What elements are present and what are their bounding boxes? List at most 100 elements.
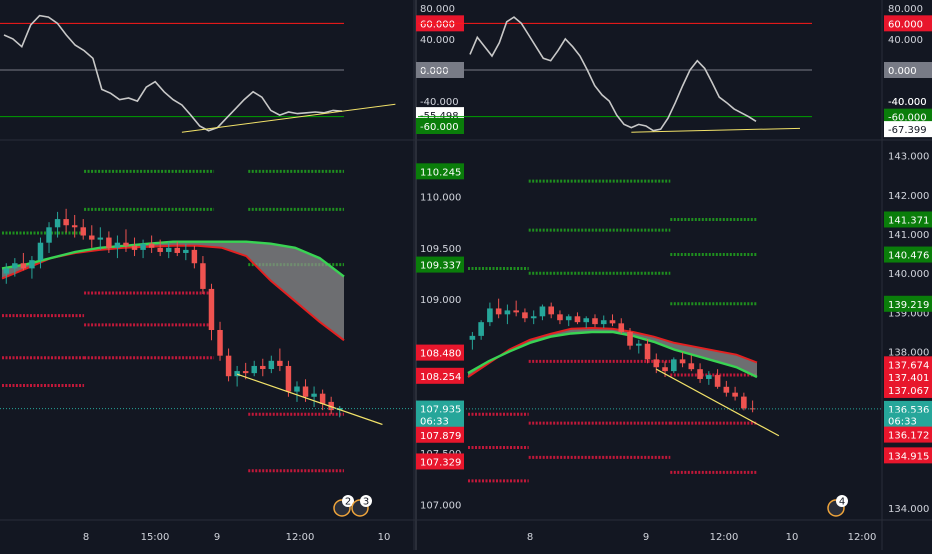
left-candle-body: [97, 237, 104, 240]
left-candle-body: [191, 249, 198, 264]
right-osc-badge-label: 60.000: [888, 19, 923, 30]
right-time-tick-label: 9: [643, 532, 649, 543]
right-candle-body: [495, 308, 502, 315]
left-candle-body: [157, 247, 163, 252]
left-osc-line: [3, 14, 343, 132]
left-osc-tick-label: 80.000: [420, 4, 455, 15]
right-candle-body: [530, 316, 537, 319]
right-event-count-bg: [836, 495, 848, 507]
left-candle-body: [242, 371, 249, 374]
right-candle-body: [487, 308, 493, 323]
left-time-tick-label: 15:00: [141, 532, 170, 543]
left-osc-badge-label: 60.000: [420, 19, 455, 30]
left-candle-body: [63, 219, 69, 226]
left-osc-trendline: [181, 103, 396, 133]
left-candle-body: [268, 360, 275, 370]
right-candle-body: [732, 392, 738, 397]
right-osc-line: [469, 16, 757, 132]
right-osc-tick-label: 80.000: [888, 4, 923, 15]
left-candle-body: [200, 263, 206, 289]
right-price-badge-bg: [884, 295, 932, 312]
right-time-tick-label: 12:00: [710, 532, 739, 543]
left-price-badge-label: 110.245: [420, 167, 461, 178]
left-candle-body: [46, 227, 52, 243]
right-candle-body: [513, 310, 519, 313]
right-price-tick-label: 142.000: [888, 191, 929, 202]
right-osc-badge-label: -60.000: [888, 113, 927, 124]
left-price-badge-bg: [416, 256, 464, 273]
right-price-badge-bg: [884, 211, 932, 228]
left-candle-body: [260, 365, 266, 370]
right-price-badge-label: 137.067: [888, 386, 929, 397]
right-price-badge-bg: [884, 426, 932, 443]
left-candle-body: [319, 393, 326, 404]
right-osc-tick-label: 40.000: [888, 35, 923, 46]
right-candle-body: [635, 343, 642, 346]
right-price-badge-bg: [884, 381, 932, 398]
left-candle-body: [234, 371, 240, 377]
right-time-tick-label: 8: [527, 532, 533, 543]
left-ema-fast: [1, 240, 345, 278]
right-chart: 80.00040.000-40.00060.0000.000-40.000-60…: [418, 0, 932, 550]
left-osc-tick-label: 40.000: [420, 35, 455, 46]
right-candle-body: [609, 320, 616, 324]
left-price-badge-label: 107.935: [420, 405, 461, 416]
right-price-tick-label: 139.000: [888, 308, 929, 319]
left-candle-body: [225, 355, 232, 377]
left-price-badge-bg: [416, 367, 464, 384]
left-event-count-bg: [342, 495, 354, 507]
left-candle-body: [20, 263, 27, 269]
right-candle-body: [723, 386, 730, 393]
left-candle-body: [165, 247, 172, 252]
right-candle-body: [749, 408, 756, 410]
left-price-badge-label: 107.329: [420, 457, 461, 468]
right-osc-badge-label: 0.000: [888, 66, 917, 77]
left-time-tick-label: 9: [214, 532, 220, 543]
right-price-badge-bg: [884, 447, 932, 464]
right-candle-body: [618, 323, 625, 332]
right-price-tick-label: 134.000: [888, 504, 929, 515]
right-osc-tick-label: -40.000: [888, 97, 927, 108]
left-price-badge-label: 107.879: [420, 431, 461, 442]
right-osc-badge-bg: [884, 62, 932, 78]
right-price-badge-label: 06:33: [888, 416, 917, 427]
right-ema-fast: [467, 330, 758, 379]
right-candle-body: [679, 359, 686, 364]
right-price-badge-label: 141.371: [888, 215, 929, 226]
right-candle-body: [627, 331, 633, 346]
left-price-tick-label: 107.000: [420, 501, 461, 512]
right-candle-body: [688, 363, 695, 370]
right-osc-badge-label: -40.000: [888, 97, 927, 108]
right-price-badge-label: 137.674: [888, 360, 929, 371]
right-osc-badge-label: -67.399: [888, 125, 927, 136]
left-candle-body: [277, 360, 283, 366]
left-price-badge-bg: [416, 344, 464, 361]
right-price-badge-label: 139.219: [888, 300, 929, 311]
left-osc-tick-label: -40.000: [420, 97, 459, 108]
left-candle-body: [217, 330, 223, 356]
right-candle-body: [469, 335, 476, 340]
left-event-count: 2: [345, 497, 351, 508]
right-price-badge-label: 134.915: [888, 451, 929, 462]
left-osc-badge-label: 0.000: [420, 66, 449, 77]
left-price-badge-label: 108.254: [420, 372, 461, 383]
left-candle-body: [80, 227, 86, 236]
right-candle-body: [565, 316, 572, 321]
right-price-badge-label: 137.401: [888, 373, 929, 384]
left-price-badge-bg: [416, 453, 464, 470]
right-candle-body: [478, 322, 484, 336]
left-time-tick-label: 10: [378, 532, 391, 543]
left-price-tick-label: 110.000: [420, 192, 461, 203]
right-price-badge-label: 136.536: [888, 405, 929, 416]
left-chart: 80.00040.000-40.00060.0000.000-55.498-60…: [0, 0, 464, 550]
right-candle-body: [592, 318, 598, 325]
right-candle-body: [574, 316, 581, 323]
left-candle-body: [29, 260, 35, 269]
right-ema-cloud: [468, 328, 757, 377]
right-price-tick-label: 138.000: [888, 348, 929, 359]
left-price-badge-bg: [416, 426, 464, 443]
left-event-count: 3: [363, 497, 369, 508]
right-candle-body: [539, 306, 546, 317]
right-osc-badge-bg: [884, 15, 932, 32]
